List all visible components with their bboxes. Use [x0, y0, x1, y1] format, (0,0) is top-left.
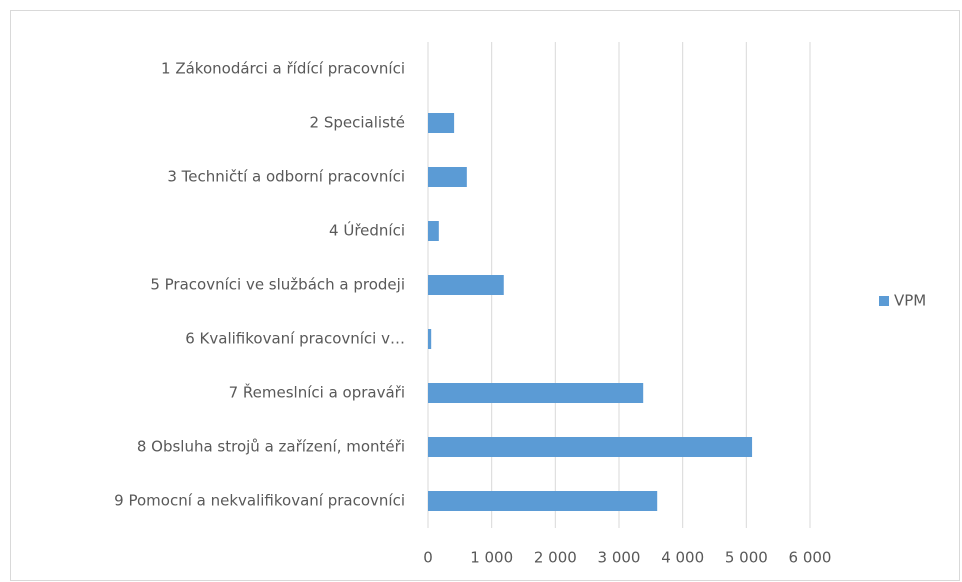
x-tick-label: 6 000 [789, 549, 832, 567]
bar [428, 491, 658, 511]
x-tick-label: 3 000 [598, 549, 641, 567]
bar [428, 167, 467, 187]
bar [428, 437, 753, 457]
y-tick-label: 8 Obsluha strojů a zařízení, montéři [137, 438, 405, 456]
x-tick-label: 0 [423, 549, 433, 567]
x-tick-label: 1 000 [470, 549, 513, 567]
y-tick-label: 4 Úředníci [329, 221, 405, 240]
legend-label: VPM [894, 292, 926, 310]
y-tick-label: 6 Kvalifikovaní pracovníci v… [185, 330, 405, 348]
y-tick-label: 7 Řemeslníci a opraváři [229, 383, 405, 402]
x-tick-label: 4 000 [661, 549, 704, 567]
y-tick-label: 5 Pracovníci ve službách a prodeji [150, 276, 405, 294]
bar [428, 113, 455, 133]
x-tick-label: 2 000 [534, 549, 577, 567]
y-tick-label: 3 Techničtí a odborní pracovníci [167, 168, 405, 186]
legend-swatch [879, 296, 889, 306]
bar [428, 275, 504, 295]
x-tick-label: 5 000 [725, 549, 768, 567]
y-tick-label: 9 Pomocní a nekvalifikovaní pracovníci [114, 492, 405, 510]
bar [428, 383, 644, 403]
y-tick-label: 2 Specialisté [310, 114, 405, 132]
y-tick-label: 1 Zákonodárci a řídící pracovníci [161, 60, 405, 78]
chart-border [10, 10, 960, 581]
bar [428, 329, 432, 349]
bar [428, 221, 439, 241]
